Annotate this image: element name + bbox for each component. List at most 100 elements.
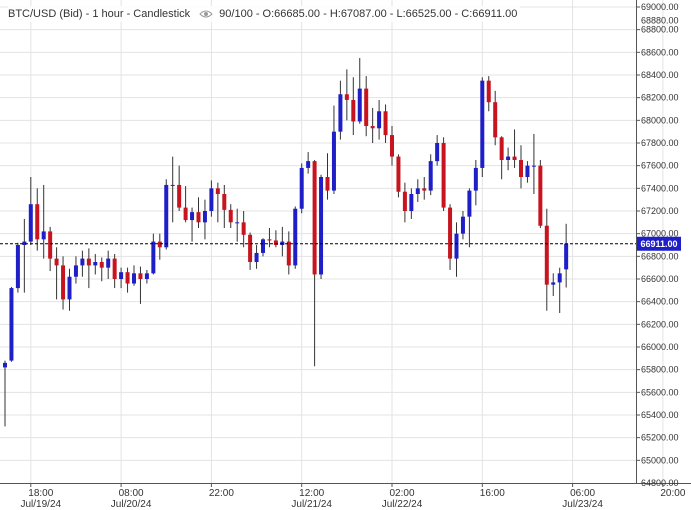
candle-body [338, 94, 343, 132]
candle-body [22, 241, 27, 245]
candle-body [267, 239, 272, 241]
y-tick-label: 66200.00 [641, 319, 679, 329]
candle-body [448, 207, 453, 259]
last-price-tag [637, 236, 681, 251]
candle-body [286, 241, 291, 266]
grid-lines [0, 0, 691, 484]
candle-body [460, 216, 465, 234]
price-axis[interactable]: 65000.00 65200.00 65400.00 65600.00 65800.00… [636, 2, 679, 488]
candle-body [364, 88, 369, 126]
candle-body [344, 94, 349, 100]
candle-body [402, 191, 407, 211]
candle-body [273, 240, 278, 245]
candle-body [119, 272, 124, 279]
zoom-label: 90/100 [219, 8, 253, 20]
candle-body [254, 252, 259, 262]
x-tick-label: 16:00 [480, 488, 505, 499]
candle-body [531, 165, 536, 167]
candle-body [441, 143, 446, 208]
candle-body [3, 362, 7, 368]
x-date-label: Jul/22/24 [382, 499, 423, 510]
candle-body [86, 258, 91, 266]
candle-body [183, 207, 188, 221]
y-tick-label: 66600.00 [641, 274, 679, 284]
candle-body [486, 80, 491, 103]
chart-header: BTC/USD (Bid) - 1 hour - Candlestick 90/… [8, 6, 521, 22]
ohlc-label: - O:66685.00 - H:67087.00 - L:66525.00 -… [255, 8, 518, 20]
candle-body [164, 184, 169, 248]
y-edge-label: 64800.00 [641, 478, 679, 488]
candle-body [35, 204, 40, 240]
candle-body [196, 212, 201, 223]
eye-icon[interactable] [199, 9, 213, 19]
y-tick-label: 68600.00 [641, 47, 679, 57]
candle-body [138, 273, 143, 279]
candle-body [299, 167, 304, 209]
candle-body [215, 188, 220, 194]
candle-body [80, 258, 85, 266]
candle-body [228, 209, 233, 223]
candle-body [248, 234, 253, 262]
candle-body [422, 188, 427, 191]
candle-body [170, 184, 175, 186]
time-axis[interactable]: 18:00 08:00 22:00 12:00 02:00 16:00 06:00 20:00… [21, 483, 686, 510]
y-tick-label: 68400.00 [641, 70, 679, 80]
candle-body [370, 126, 375, 129]
candle-body [454, 233, 459, 259]
x-date-label: Jul/21/24 [291, 499, 332, 510]
candle-body [222, 194, 227, 210]
candle-body [157, 241, 162, 248]
y-tick-label: 65200.00 [641, 433, 679, 443]
y-tick-label: 65800.00 [641, 365, 679, 375]
candle-body [319, 177, 324, 275]
x-date-label: Jul/23/24 [562, 499, 603, 510]
candle-body [67, 276, 72, 300]
candle-body [312, 161, 317, 275]
candle-body [177, 184, 182, 208]
candle-body [151, 241, 156, 274]
candle-body [9, 288, 14, 361]
x-tick-label: 08:00 [119, 488, 144, 499]
candle-body [435, 143, 440, 162]
candle-body [519, 160, 523, 177]
candle-body [112, 258, 117, 279]
candle-body [235, 222, 240, 224]
x-tick-label: 02:00 [389, 488, 414, 499]
candle-body [41, 231, 46, 240]
candle-body [48, 231, 53, 259]
current-price-line: 66911.00 [0, 236, 681, 251]
candle-body [261, 239, 265, 253]
candle-body [473, 167, 478, 191]
y-tick-label: 65000.00 [641, 455, 679, 465]
y-tick-label: 66400.00 [641, 297, 679, 307]
candle-body [325, 177, 330, 191]
candle-body [331, 131, 336, 191]
y-tick-label: 67600.00 [641, 161, 679, 171]
candle-body [209, 188, 214, 211]
y-tick-label: 66800.00 [641, 251, 679, 261]
candle-body [383, 111, 388, 136]
candles [3, 58, 569, 427]
symbol-label: BTC/USD (Bid) - 1 hour - Candlestick [8, 8, 191, 20]
candle-body [396, 156, 401, 192]
y-tick-label: 68800.00 [641, 25, 679, 35]
candle-body [564, 243, 569, 270]
candle-body [551, 282, 556, 285]
candle-body [93, 262, 98, 266]
candle-body [428, 161, 433, 191]
candle-body [544, 225, 549, 285]
candle-body [73, 265, 78, 277]
y-tick-label: 65400.00 [641, 410, 679, 420]
candle-body [409, 194, 414, 211]
candle-body [99, 262, 104, 268]
candle-body [190, 212, 195, 221]
candle-body [390, 135, 394, 157]
candle-body [493, 102, 498, 138]
candle-body [538, 165, 543, 226]
candle-body [54, 258, 59, 266]
x-tick-label: 22:00 [209, 488, 234, 499]
y-tick-label: 67200.00 [641, 206, 679, 216]
candle-body [125, 272, 130, 284]
